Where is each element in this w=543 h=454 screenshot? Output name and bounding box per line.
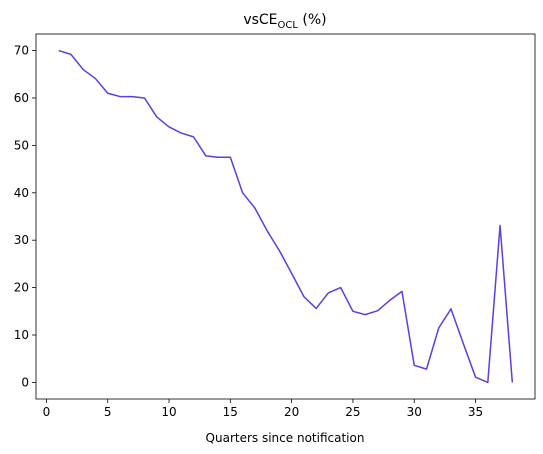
y-tick-label: 10 (14, 328, 29, 342)
chart-title-suffix: (%) (298, 12, 327, 28)
x-tick-label: 15 (223, 405, 238, 419)
y-tick-label: 0 (21, 375, 29, 389)
plot-frame (35, 33, 536, 400)
x-tick-label: 35 (468, 405, 483, 419)
y-tick-label: 30 (14, 233, 29, 247)
series-line-0 (58, 49, 514, 384)
y-tick-label: 50 (14, 138, 29, 152)
x-tick-label: 10 (161, 405, 176, 419)
chart-title-subscript: OCL (278, 20, 299, 31)
plot-area: 0 5 10 15 20 25 30 35 0 10 20 30 40 50 60 70 (14, 33, 536, 419)
y-tick-label: 70 (14, 44, 29, 58)
x-tick-label: 30 (407, 405, 422, 419)
chart-title-main: vsCE (243, 12, 277, 28)
chart-title: vsCEOCL (%) (243, 12, 326, 31)
x-tick-label: 5 (104, 405, 112, 419)
y-tick-label: 40 (14, 186, 29, 200)
y-tick-label: 20 (14, 281, 29, 295)
x-tick-label: 25 (345, 405, 360, 419)
x-tick-label: 20 (284, 405, 299, 419)
x-axis-label: Quarters since notification (206, 431, 365, 445)
y-tick-label: 60 (14, 91, 29, 105)
x-tick-label: 0 (43, 405, 51, 419)
